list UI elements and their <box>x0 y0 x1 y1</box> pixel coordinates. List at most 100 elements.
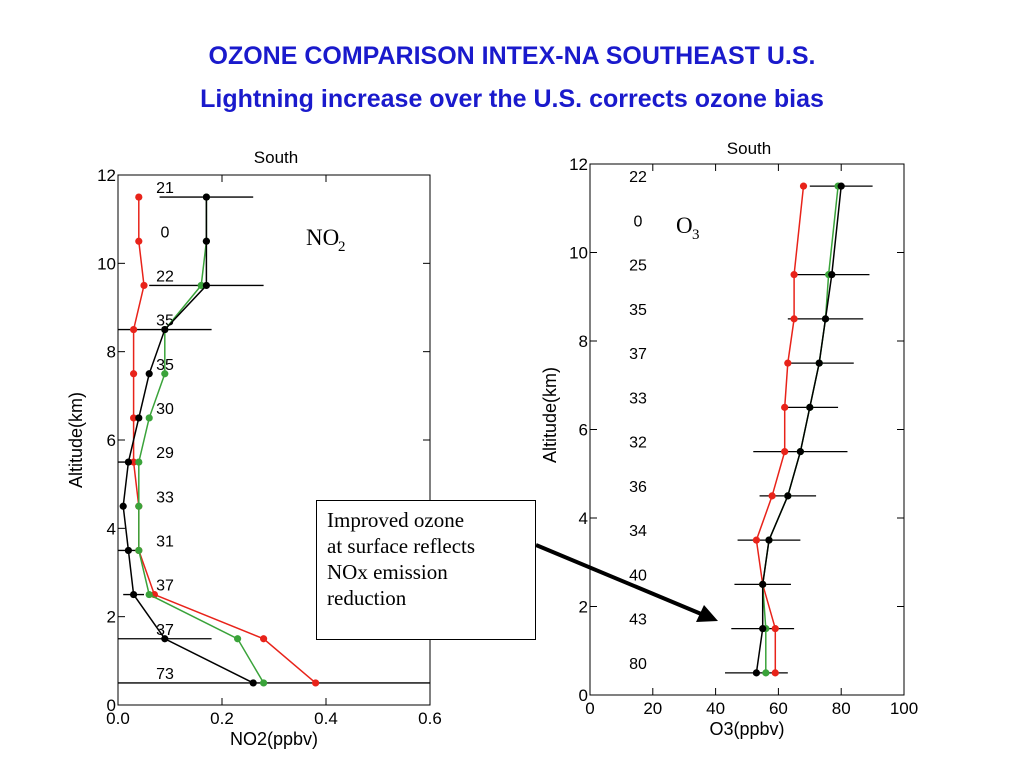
panel2-sample-count: 43 <box>629 612 647 629</box>
panel1-data-point <box>135 237 143 245</box>
panel1-species-label: NO <box>306 225 339 250</box>
panel1-ytick-label: 4 <box>107 519 116 538</box>
panel1-ytick-label: 12 <box>97 166 116 185</box>
panel1-xtick-label: 0.4 <box>314 709 338 728</box>
panel2-species-label: O <box>676 213 693 238</box>
panel1-sample-count: 31 <box>156 533 174 550</box>
panel1-data-point <box>202 281 210 290</box>
panel2-ytick-label: 12 <box>569 155 588 174</box>
panel1-ytick-label: 2 <box>107 608 116 627</box>
panel1-ytick-label: 6 <box>107 431 116 450</box>
panel2-xtick-label: 40 <box>706 699 725 718</box>
panel1-ytick-label: 0 <box>107 696 116 715</box>
panel1-title: South <box>254 148 298 167</box>
panel1-ytick-label: 8 <box>107 343 116 362</box>
panel2-sample-count: 40 <box>629 567 647 584</box>
annotation-box: Improved ozone at surface reflects NOx e… <box>316 500 536 640</box>
panel2-data-point <box>821 315 830 323</box>
panel2-data-point <box>759 625 767 633</box>
panel1-data-point <box>124 458 132 466</box>
panel2-ytick-label: 6 <box>579 421 588 440</box>
panel1-ylabel: Altitude(km) <box>66 392 86 488</box>
panel1-series-line <box>138 197 265 684</box>
panel2-data-point <box>765 536 773 544</box>
panel2-xtick-label: 100 <box>890 699 918 718</box>
panel1-data-point <box>234 635 242 643</box>
panel1-xtick-label: 0.0 <box>106 709 130 728</box>
panel2-xtick-label: 0 <box>585 699 594 718</box>
panel2-data-point <box>768 492 776 500</box>
panel2-data-point <box>796 448 804 456</box>
arrow-head <box>696 605 718 622</box>
panel2-series-line <box>761 186 839 673</box>
panel2-sample-count: 35 <box>629 302 647 319</box>
panel2-ytick-label: 8 <box>579 332 588 351</box>
panel1-sample-count: 30 <box>156 401 174 418</box>
panel1-data-point <box>145 370 153 378</box>
panel1-sample-count: 0 <box>161 224 170 241</box>
panel1-data-point <box>135 458 143 466</box>
panel1-data-point <box>135 414 143 422</box>
panel1-plot: 0.0 0.2 0.4 0.6 0 2 4 6 8 10 12 South NO2(ppbv) Altit… <box>66 148 442 749</box>
panel1-data-point <box>119 502 127 510</box>
panel2-data-point <box>771 625 779 633</box>
panel1-series-line <box>122 197 254 684</box>
panel2-data-point <box>759 580 767 588</box>
panel1-data-point <box>135 502 143 510</box>
panel2-xlabel: O3(ppbv) <box>709 719 784 739</box>
panel1-sample-count: 29 <box>156 445 174 462</box>
panel1-data-point <box>202 237 210 245</box>
arrow-shaft <box>535 543 707 618</box>
panel2-plot: 0 20 40 60 80 100 0 2 4 6 8 10 12 South O3(ppbv) Altitu… <box>540 139 918 739</box>
annotation-line-3: NOx emission <box>327 560 448 584</box>
panel1-data-point <box>260 635 268 643</box>
panel2-data-point <box>781 448 789 456</box>
panel2-ylabel: Altitude(km) <box>540 367 560 463</box>
panel1-xtick-label: 0.2 <box>210 709 234 728</box>
panel2-series-line <box>755 186 842 674</box>
panel1-sample-count: 37 <box>156 622 174 639</box>
panel2-xtick-label: 60 <box>769 699 788 718</box>
panel2-data-point <box>790 271 798 279</box>
panel2-sample-count: 34 <box>629 523 647 540</box>
panel1-species-subscript: 2 <box>338 239 346 255</box>
panel2-ytick-label: 10 <box>569 244 588 263</box>
panel2-data-point <box>837 182 845 190</box>
panel2-sample-count: 37 <box>629 346 647 363</box>
panel2-xtick-label: 80 <box>832 699 851 718</box>
panel1-data-point <box>145 414 153 422</box>
panel2-sample-count: 33 <box>629 390 647 407</box>
panel1-data-point <box>130 370 138 378</box>
panel1-data-point <box>124 546 132 555</box>
panel1-data-point <box>140 281 148 290</box>
panel1-sample-count: 73 <box>156 666 174 683</box>
panel1-data-point <box>130 414 138 422</box>
panel2-ytick-label: 4 <box>579 509 588 528</box>
panel2-sample-count: 32 <box>629 435 647 452</box>
panel2-data-point <box>752 536 761 544</box>
panel2-data-point <box>799 182 808 190</box>
panel1-data-point <box>197 281 205 290</box>
panel1-data-point <box>161 635 169 643</box>
panel1-data-point <box>135 546 143 555</box>
panel2-data-point <box>806 403 814 411</box>
panel2-species-subscript: 3 <box>692 227 700 243</box>
panel2-data-point <box>762 669 770 677</box>
panel2-xtick-label: 20 <box>643 699 662 718</box>
panel2-sample-count: 80 <box>629 656 647 673</box>
panel2-ytick-label: 2 <box>579 598 588 617</box>
panel1-sample-count: 33 <box>156 489 174 506</box>
panel2-data-point <box>781 403 789 411</box>
panel1-data-point <box>130 458 138 466</box>
panel1-data-point <box>260 679 268 687</box>
panel1-sample-count: 22 <box>156 268 174 285</box>
panel1-data-point <box>135 193 143 201</box>
annotation-arrow <box>535 543 718 622</box>
panel1-xlabel: NO2(ppbv) <box>230 729 318 749</box>
slide-title-line1: OZONE COMPARISON INTEX-NA SOUTHEAST U.S. <box>208 42 816 70</box>
panel1-data-point <box>130 325 138 334</box>
panel2-sample-count: 36 <box>629 479 647 496</box>
panel2-sample-count: 25 <box>629 258 647 275</box>
panel1-data-point <box>161 370 169 378</box>
